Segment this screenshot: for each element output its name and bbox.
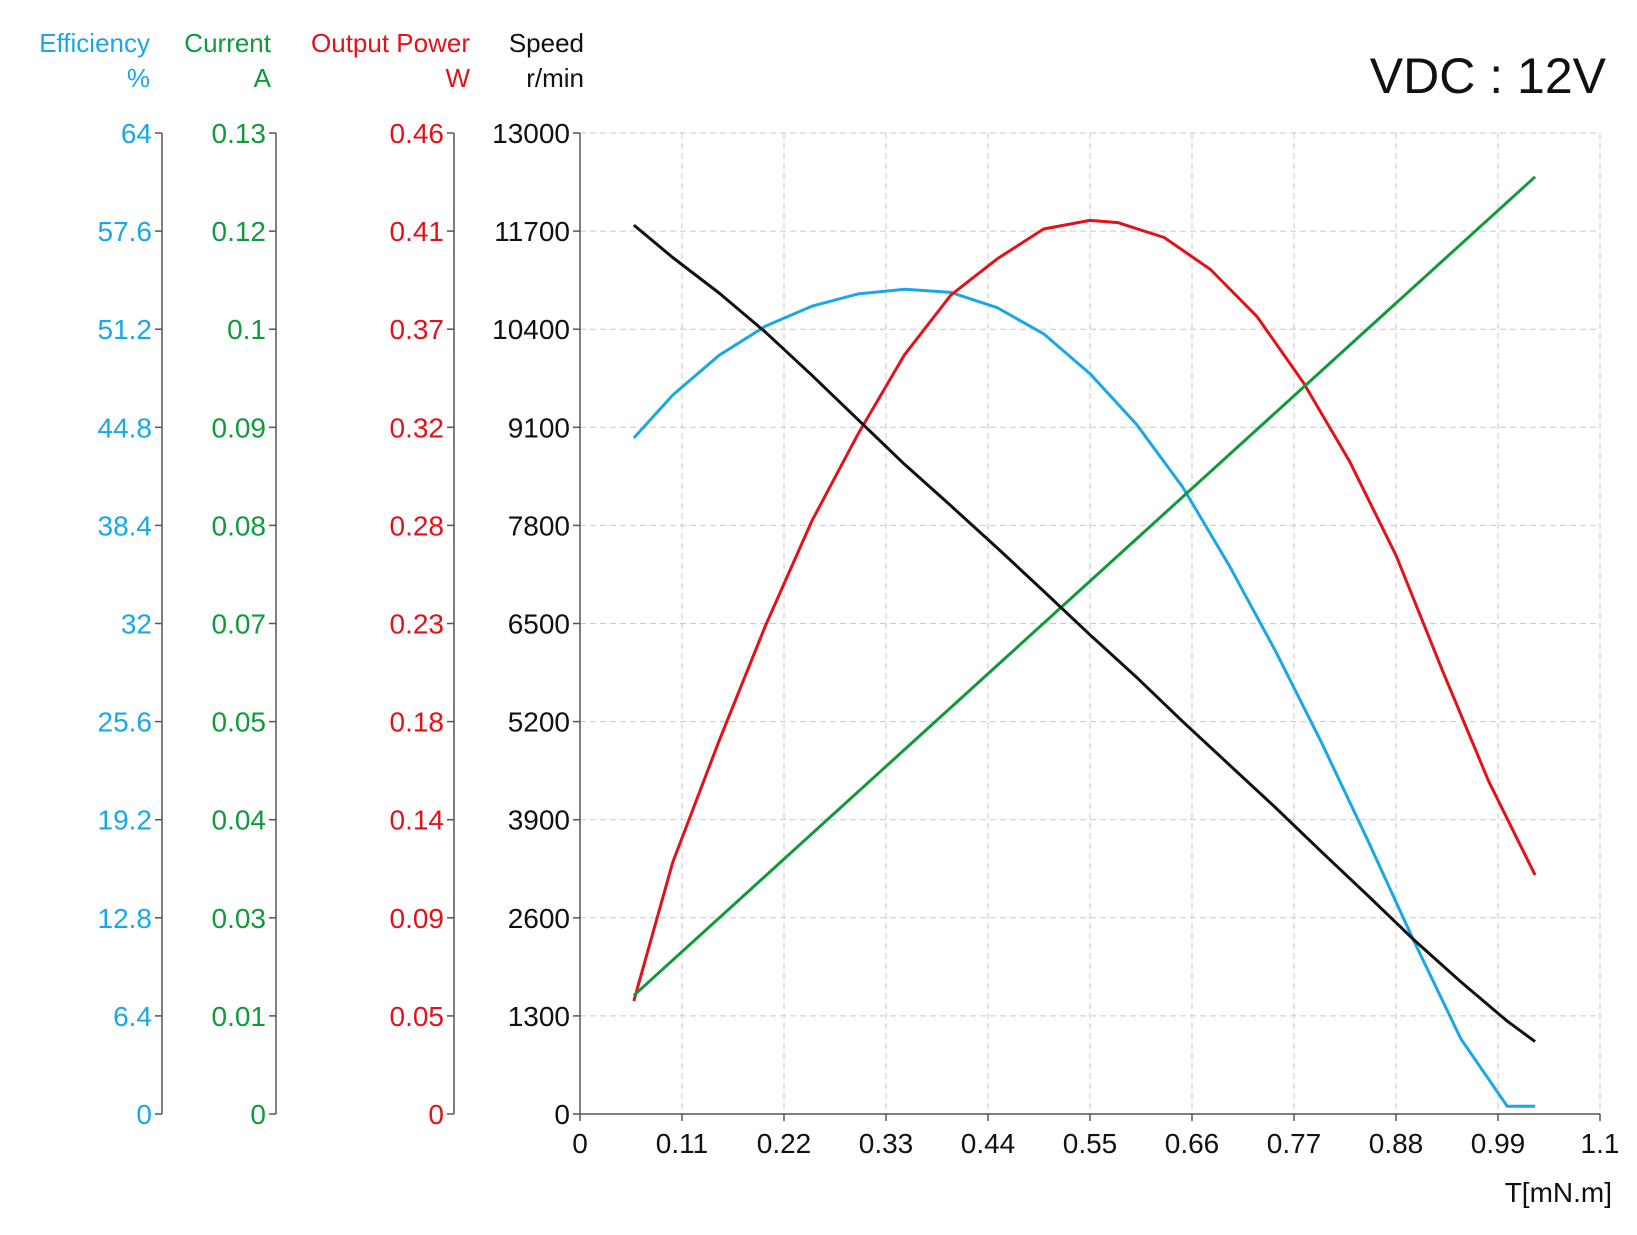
- x-tick-label: 1.1: [1581, 1128, 1620, 1159]
- efficiency-tick-label: 0: [136, 1099, 152, 1130]
- power-tick-label: 0: [428, 1099, 444, 1130]
- x-tick-label: 0.66: [1165, 1128, 1220, 1159]
- speed-axis-name: Speed: [509, 28, 584, 58]
- efficiency-tick-label: 12.8: [98, 903, 153, 934]
- current-tick-label: 0.04: [212, 805, 267, 836]
- speed-series-line: [632, 223, 1536, 1043]
- current-tick-label: 0.1: [227, 314, 266, 345]
- x-tick-label: 0.88: [1369, 1128, 1424, 1159]
- series: [632, 175, 1537, 1108]
- efficiency-tick-label: 6.4: [113, 1001, 152, 1032]
- efficiency-series-line: [632, 287, 1536, 1108]
- x-tick-label: 0.99: [1471, 1128, 1526, 1159]
- power-tick-label: 0.09: [390, 903, 445, 934]
- efficiency-axis-unit: %: [127, 63, 150, 93]
- efficiency-tick-label: 44.8: [98, 412, 153, 443]
- speed-axis-unit: r/min: [526, 63, 584, 93]
- x-tick-label: 0: [572, 1128, 588, 1159]
- efficiency-tick-label: 25.6: [98, 707, 153, 738]
- speed-tick-label: 13000: [492, 118, 570, 149]
- power-tick-label: 0.32: [390, 412, 445, 443]
- power-tick-label: 0.14: [390, 805, 445, 836]
- current-tick-label: 0.05: [212, 707, 267, 738]
- x-tick-label: 0.55: [1063, 1128, 1118, 1159]
- x-tick-label: 0.22: [757, 1128, 812, 1159]
- speed-tick-label: 1300: [508, 1001, 570, 1032]
- current-tick-label: 0.13: [212, 118, 267, 149]
- power-axis-unit: W: [445, 63, 470, 93]
- grid: [580, 132, 1601, 1114]
- power-tick-label: 0.05: [390, 1001, 445, 1032]
- current-tick-label: 0.08: [212, 510, 267, 541]
- speed-tick-label: 2600: [508, 903, 570, 934]
- speed-tick-label: 9100: [508, 412, 570, 443]
- speed-tick-label: 3900: [508, 805, 570, 836]
- current-tick-label: 0.01: [212, 1001, 267, 1032]
- x-tick-label: 0.11: [656, 1128, 708, 1159]
- power-series-line: [632, 218, 1537, 1002]
- power-tick-label: 0.41: [390, 216, 445, 247]
- speed-tick-label: 5200: [508, 707, 570, 738]
- power-tick-label: 0.46: [390, 118, 445, 149]
- x-axis-title: T[mN.m]: [1505, 1177, 1612, 1208]
- axis-headers: Efficiency % Current A Output Power W Sp…: [39, 28, 584, 93]
- supply-voltage-label: VDC : 12V: [1370, 48, 1607, 104]
- efficiency-tick-label: 19.2: [98, 805, 153, 836]
- current-series-line: [632, 175, 1537, 997]
- current-tick-label: 0.09: [212, 412, 267, 443]
- current-axis-name: Current: [184, 28, 271, 58]
- efficiency-tick-label: 57.6: [98, 216, 153, 247]
- power-tick-label: 0.18: [390, 707, 445, 738]
- current-tick-label: 0.07: [212, 609, 267, 640]
- speed-tick-label: 0: [554, 1099, 570, 1130]
- x-tick-label: 0.44: [961, 1128, 1016, 1159]
- speed-tick-label: 11700: [494, 216, 570, 247]
- speed-tick-label: 6500: [508, 609, 570, 640]
- power-tick-label: 0.28: [390, 510, 445, 541]
- efficiency-axis-name: Efficiency: [39, 28, 150, 58]
- power-tick-label: 0.37: [390, 314, 445, 345]
- speed-tick-label: 10400: [492, 314, 570, 345]
- power-axis-name: Output Power: [311, 28, 470, 58]
- efficiency-tick-label: 32: [121, 609, 152, 640]
- speed-tick-label: 7800: [508, 510, 570, 541]
- x-tick-label: 0.77: [1267, 1128, 1322, 1159]
- current-tick-label: 0: [250, 1099, 266, 1130]
- power-tick-label: 0.23: [390, 609, 445, 640]
- efficiency-tick-label: 64: [121, 118, 152, 149]
- x-tick-label: 0.33: [859, 1128, 914, 1159]
- current-tick-label: 0.03: [212, 903, 267, 934]
- efficiency-tick-label: 38.4: [98, 510, 153, 541]
- efficiency-tick-label: 51.2: [98, 314, 153, 345]
- axes: 0 6.4 12.8 19.2 25.6 32 38.4 44.8 51.2 57.6 64 0 0.0…: [98, 118, 1620, 1159]
- current-axis-unit: A: [254, 63, 272, 93]
- current-tick-label: 0.12: [212, 216, 267, 247]
